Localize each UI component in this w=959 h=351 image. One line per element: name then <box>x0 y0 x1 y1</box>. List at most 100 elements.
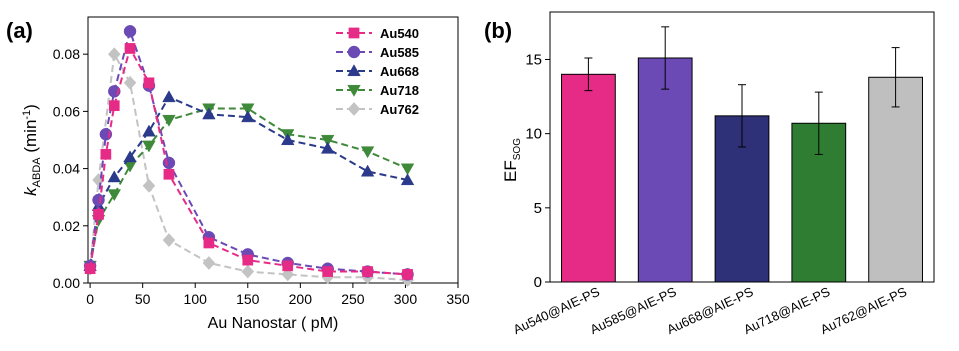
legend-item-au718: Au718 <box>336 83 419 98</box>
panel-a-y-tick-label: 0.08 <box>53 46 80 62</box>
panel-a-y-label-k: k <box>21 186 40 196</box>
panel-b-category-label: Au762@AIE-PS <box>818 284 909 337</box>
panel-b-category-label: Au585@AIE-PS <box>588 284 679 337</box>
legend-swatch-marker <box>348 27 360 39</box>
bar-group-4 <box>868 47 923 283</box>
data-point-au540 <box>242 254 254 266</box>
data-point-au718 <box>320 134 335 147</box>
panel-a-y-axis: 0.00 0.02 0.04 0.06 0.08 <box>53 46 88 291</box>
bar-group-2 <box>714 84 770 283</box>
panel-a-x-tick-label: 50 <box>135 291 151 307</box>
panel-a-y-label-end: ) <box>21 104 40 110</box>
panel-a-y-tick-label: 0.06 <box>53 103 80 119</box>
legend-swatch-marker <box>347 64 361 77</box>
panel-b-y-label-sub: SOG <box>512 138 523 160</box>
panel-b-y-tick-label: 0 <box>534 274 542 291</box>
data-point-au762 <box>107 47 121 62</box>
legend-swatch-marker <box>347 45 361 59</box>
panel-a-y-tick-label: 0.00 <box>53 275 80 291</box>
legend-item-au540: Au540 <box>336 26 419 41</box>
series-line-au585 <box>89 27 408 276</box>
data-point-au668 <box>320 141 335 154</box>
data-point-au668 <box>360 164 375 177</box>
legend-swatch-marker <box>347 102 361 116</box>
panel-a-plot-frame <box>87 16 459 284</box>
panel-a-x-tick-label: 150 <box>236 291 260 307</box>
panel-a-y-axis-label: kABDA (min-1) <box>21 104 43 196</box>
data-point-au762 <box>241 264 255 279</box>
panel-b-y-tick-label: 5 <box>534 200 542 217</box>
data-point-au540 <box>143 77 155 89</box>
data-point-au668 <box>142 124 156 137</box>
data-point-au668 <box>400 173 415 186</box>
data-point-au668 <box>107 170 122 183</box>
panel-a-x-tick-label: 350 <box>446 291 470 307</box>
series-au540 <box>84 43 413 280</box>
data-point-au540 <box>402 269 413 280</box>
data-point-au540 <box>163 168 175 180</box>
data-point-au540 <box>108 100 120 112</box>
data-point-au585 <box>92 193 105 207</box>
bar <box>868 76 923 283</box>
bar-group-3 <box>791 91 847 283</box>
panel-b-label: (b) <box>484 18 512 43</box>
bar-group-0 <box>561 57 616 283</box>
panel-a-line-chart: (a) 0.00 0.02 0.04 0.06 0.08 0 50 100 150 200 250… <box>6 16 470 332</box>
panel-a-legend: Au540 Au585 Au668 Au718 Au762 <box>336 26 419 117</box>
legend-label: Au540 <box>380 26 419 41</box>
legend-label: Au762 <box>380 102 419 117</box>
panel-a-x-tick-label: 200 <box>289 291 313 307</box>
legend-item-au762: Au762 <box>336 102 419 117</box>
data-point-au585 <box>123 25 137 38</box>
panel-a-y-label-sup: -1 <box>21 110 33 120</box>
data-point-au540 <box>322 266 334 277</box>
series-au718 <box>83 103 415 273</box>
panel-b-y-label-main: EF <box>501 160 520 182</box>
panel-b-bars <box>561 26 923 283</box>
data-point-au762 <box>123 75 137 90</box>
panel-a-x-tick-label: 100 <box>184 291 208 307</box>
panel-a-x-tick-label: 250 <box>341 291 365 307</box>
data-point-au762 <box>162 233 176 248</box>
panel-a-x-axis-label: Au Nanostar ( pM) <box>208 315 339 332</box>
legend-item-au585: Au585 <box>336 45 419 60</box>
data-point-au718 <box>162 114 176 127</box>
panel-b-y-axis-label: EFSOG <box>501 138 523 182</box>
series-line-au718 <box>89 107 408 267</box>
data-point-au668 <box>162 90 176 103</box>
panel-b-y-tick-label: 10 <box>525 126 542 143</box>
series-au668 <box>83 90 415 271</box>
panel-a-x-tick-label: 300 <box>394 291 418 307</box>
legend-item-au668: Au668 <box>336 64 419 79</box>
bar-group-1 <box>637 26 693 283</box>
legend-label: Au718 <box>380 83 419 98</box>
panel-b-y-axis: 0 5 10 15 <box>525 51 550 291</box>
bar <box>637 57 693 283</box>
legend-label: Au585 <box>380 45 419 60</box>
series-line-au668 <box>89 95 408 266</box>
panel-b-y-tick-label: 15 <box>525 51 542 68</box>
data-point-au718 <box>400 163 415 176</box>
data-point-au718 <box>241 103 255 116</box>
panel-b-category-label: Au718@AIE-PS <box>741 284 832 337</box>
data-point-au585 <box>162 156 176 170</box>
data-point-au762 <box>202 256 216 270</box>
panel-b-category-label: Au668@AIE-PS <box>664 284 755 337</box>
panel-a-series <box>83 25 415 288</box>
panel-a-x-tick-label: 0 <box>86 291 94 307</box>
data-point-au718 <box>142 140 156 153</box>
bar <box>561 73 616 283</box>
data-point-au540 <box>282 260 294 272</box>
data-point-au668 <box>280 133 295 146</box>
panel-b-bar-chart: (b) 0 5 10 15 Au540@AIE-PSAu585@AIE-PSAu668… <box>484 11 935 337</box>
data-point-au668 <box>123 150 137 163</box>
data-point-au668 <box>241 110 255 123</box>
data-point-au762 <box>142 178 156 193</box>
data-point-au718 <box>107 189 122 202</box>
panel-a-label: (a) <box>6 18 33 43</box>
legend-swatch-marker <box>347 84 361 97</box>
panel-a-y-tick-label: 0.02 <box>53 218 80 234</box>
data-point-au668 <box>202 107 216 120</box>
legend-label: Au668 <box>380 64 419 79</box>
